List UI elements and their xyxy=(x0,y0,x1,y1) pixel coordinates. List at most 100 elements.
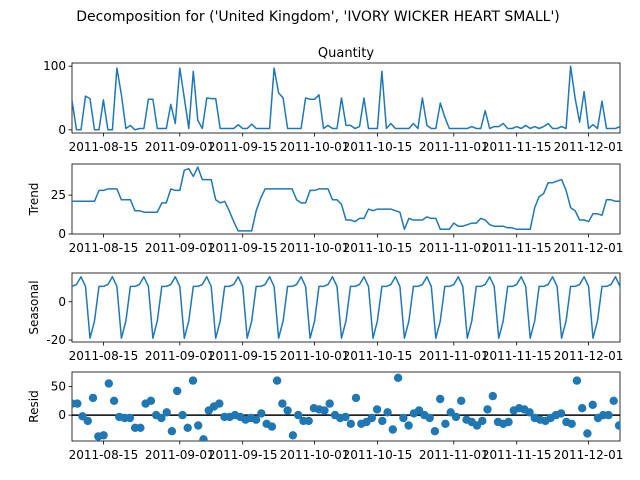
resid-point xyxy=(583,429,592,438)
resid-point xyxy=(341,412,350,422)
resid-xtick-label: 2011-10-01 xyxy=(280,448,350,462)
resid-xtick-label: 2011-09-15 xyxy=(208,448,278,462)
resid-xtick-label: 2011-09-01 xyxy=(145,448,215,462)
resid-point xyxy=(146,396,156,405)
resid-point xyxy=(99,431,108,440)
trend-xtick-label: 2011-11-01 xyxy=(419,241,489,255)
resid-point xyxy=(372,405,382,414)
resid-point xyxy=(430,427,440,436)
resid-point xyxy=(572,376,582,385)
seasonal-xtick-label: 2011-11-15 xyxy=(482,349,552,363)
trend-ytick-label: 25 xyxy=(51,188,66,202)
resid-point xyxy=(157,413,166,423)
resid-xtick-label: 2011-11-15 xyxy=(482,448,552,462)
resid-point xyxy=(504,417,513,427)
resid-point xyxy=(125,413,135,423)
resid-point xyxy=(278,399,287,408)
trend-xtick-label: 2011-10-15 xyxy=(343,241,413,255)
figure-title: Decomposition for ('United Kingdom', 'IV… xyxy=(76,9,560,25)
observed-ytick-label: 100 xyxy=(43,59,66,73)
resid-point xyxy=(614,421,620,430)
resid-point xyxy=(609,396,618,405)
resid-point xyxy=(567,419,576,428)
resid-point xyxy=(251,415,261,424)
observed-line xyxy=(72,65,620,131)
resid-xtick-label: 2011-10-15 xyxy=(343,448,413,462)
resid-point xyxy=(457,396,466,405)
resid-ylabel: Resid xyxy=(27,390,41,422)
seasonal-line xyxy=(72,276,620,339)
observed-xtick-label: 2011-09-15 xyxy=(208,140,278,154)
resid-point xyxy=(451,412,461,422)
resid-point xyxy=(367,413,376,423)
resid-point xyxy=(325,399,334,408)
observed-xtick-label: 2011-10-15 xyxy=(343,140,413,154)
resid-xtick-label: 2011-11-01 xyxy=(419,448,489,462)
resid-point xyxy=(631,408,639,416)
resid-point xyxy=(636,418,640,426)
seasonal-xtick-label: 2011-12-01 xyxy=(554,349,624,363)
seasonal-ylabel: Seasonal xyxy=(27,280,41,334)
observed-xtick-label: 2011-11-15 xyxy=(482,140,552,154)
seasonal-xtick-label: 2011-09-01 xyxy=(145,349,215,363)
resid-point xyxy=(388,425,397,434)
resid-point xyxy=(294,410,303,420)
resid-point xyxy=(351,393,361,403)
resid-point xyxy=(556,409,566,418)
seasonal-xtick-label: 2011-10-01 xyxy=(280,349,350,363)
resid-point xyxy=(346,419,355,428)
resid-point xyxy=(393,373,403,382)
observed-title: Quantity xyxy=(318,46,374,61)
trend-line xyxy=(72,166,620,232)
resid-point xyxy=(288,431,298,440)
resid-point xyxy=(283,406,292,415)
observed-xtick-label: 2011-09-01 xyxy=(145,140,215,154)
resid-point xyxy=(525,408,534,417)
resid-point xyxy=(88,393,98,403)
observed-xtick-label: 2011-11-01 xyxy=(419,140,489,154)
resid-point xyxy=(425,413,434,423)
trend-xtick-label: 2011-09-01 xyxy=(145,241,215,255)
trend-axes-frame xyxy=(71,163,621,235)
resid-point xyxy=(488,391,497,401)
observed-xtick-label: 2011-10-01 xyxy=(280,140,350,154)
resid-point xyxy=(404,421,413,430)
observed-xtick-label: 2011-08-15 xyxy=(69,140,139,154)
resid-point xyxy=(483,405,492,414)
resid-point xyxy=(215,399,224,408)
trend-xtick-label: 2011-09-15 xyxy=(208,241,278,255)
resid-point xyxy=(73,399,82,408)
resid-point xyxy=(109,396,119,405)
resid-point xyxy=(257,409,266,418)
seasonal-xtick-label: 2011-09-15 xyxy=(208,349,278,363)
resid-point xyxy=(199,435,208,441)
resid-point xyxy=(178,410,187,420)
seasonal-panel: Seasonal -20 0 2011-08-15 2011-09-012011-09-… xyxy=(27,272,624,363)
observed-axes-frame xyxy=(71,62,621,134)
resid-point xyxy=(136,423,145,432)
resid-point xyxy=(162,408,171,417)
resid-ytick-label: 50 xyxy=(51,379,66,393)
trend-xtick-label: 2011-12-01 xyxy=(554,241,624,255)
resid-point xyxy=(188,376,198,385)
resid-point xyxy=(267,422,277,431)
resid-point xyxy=(183,423,192,432)
resid-point xyxy=(478,416,487,426)
resid-point xyxy=(272,376,282,385)
seasonal-xtick-label: 2011-11-01 xyxy=(419,349,489,363)
resid-point xyxy=(104,379,114,388)
resid-ytick-label: 0 xyxy=(58,408,66,422)
trend-xtick-label: 2011-10-01 xyxy=(280,241,350,255)
observed-panel: Quantity 0 100 2011-08-15 2011-09-012011-09-… xyxy=(43,46,623,154)
resid-point xyxy=(320,406,329,415)
resid-xtick-label: 2011-08-15 xyxy=(69,448,139,462)
resid-point xyxy=(625,417,633,425)
resid-axes-frame xyxy=(71,371,621,442)
trend-ytick-label: 0 xyxy=(58,227,66,241)
resid-point xyxy=(604,410,613,420)
resid-xtick-label: 2011-12-01 xyxy=(554,448,624,462)
seasonal-ytick-label: -20 xyxy=(46,333,66,347)
